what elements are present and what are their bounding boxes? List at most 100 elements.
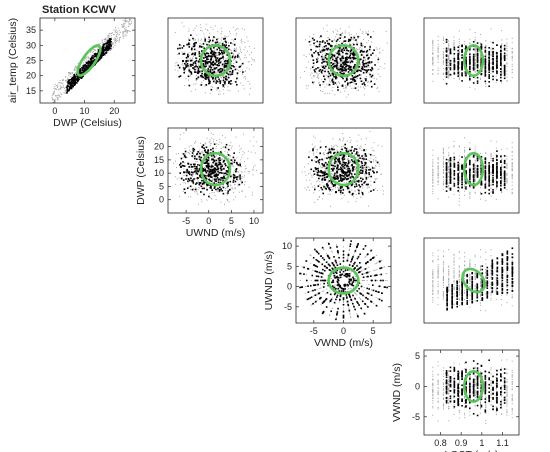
point-all	[241, 72, 243, 74]
point-all	[196, 190, 198, 192]
point-selected	[195, 172, 198, 174]
point-all	[57, 97, 59, 99]
point-all	[105, 37, 107, 39]
point-selected	[178, 44, 181, 46]
point-selected	[211, 158, 213, 161]
point-all	[208, 64, 210, 66]
point-selected	[319, 84, 321, 86]
point-all	[368, 191, 370, 193]
point-all	[51, 98, 53, 100]
point-all	[55, 88, 57, 90]
point-all	[365, 137, 367, 139]
point-all	[204, 85, 206, 87]
point-selected	[200, 185, 203, 188]
point-selected	[182, 179, 185, 181]
point-selected	[105, 46, 107, 49]
point-all	[343, 57, 345, 59]
point-all	[322, 91, 324, 93]
point-all	[74, 68, 76, 70]
point-all	[195, 178, 197, 180]
point-selected	[73, 81, 76, 84]
point-all	[241, 172, 243, 174]
point-all	[62, 82, 64, 84]
point-all	[329, 182, 331, 184]
y-tick-label: 25	[26, 56, 36, 66]
point-all	[224, 137, 226, 139]
point-selected	[233, 174, 236, 177]
point-selected	[68, 81, 71, 84]
point-selected	[361, 66, 364, 69]
point-all	[501, 50, 503, 52]
point-all	[195, 74, 197, 76]
point-all	[490, 73, 492, 75]
point-selected	[230, 52, 233, 54]
point-all	[363, 169, 365, 171]
point-selected	[476, 69, 479, 72]
point-selected	[224, 62, 226, 65]
point-selected	[239, 176, 241, 178]
point-all	[250, 151, 252, 153]
point-selected	[445, 62, 448, 64]
point-selected	[85, 66, 87, 69]
point-all	[207, 41, 209, 43]
point-selected	[484, 67, 487, 69]
point-all	[217, 54, 219, 56]
point-all	[485, 83, 487, 85]
point-all	[215, 160, 217, 162]
point-all	[501, 74, 503, 76]
point-selected	[197, 72, 199, 74]
point-all	[474, 54, 476, 56]
point-selected	[210, 49, 213, 52]
point-all	[330, 171, 332, 173]
point-selected	[239, 65, 242, 68]
point-selected	[206, 188, 208, 191]
point-all	[96, 46, 98, 48]
point-all	[369, 160, 371, 162]
point-selected	[207, 55, 210, 57]
point-all	[352, 42, 354, 44]
point-all	[376, 87, 378, 89]
point-all	[331, 46, 333, 48]
point-selected	[95, 53, 97, 55]
point-all	[243, 49, 245, 51]
point-selected	[195, 57, 197, 59]
point-all	[131, 13, 132, 14]
point-all	[58, 94, 60, 96]
point-selected	[484, 51, 487, 53]
point-all	[361, 44, 363, 46]
point-all	[65, 86, 67, 88]
point-selected	[208, 184, 210, 186]
point-all	[330, 81, 332, 83]
point-selected	[204, 75, 206, 78]
point-all	[212, 179, 214, 181]
point-all	[204, 68, 206, 70]
point-all	[225, 174, 227, 176]
point-all	[216, 54, 218, 56]
point-selected	[81, 76, 84, 78]
point-all	[227, 199, 229, 201]
point-all	[474, 40, 476, 42]
point-selected	[445, 72, 448, 75]
point-selected	[496, 65, 498, 68]
point-selected	[205, 170, 207, 173]
point-all	[204, 154, 206, 156]
point-selected	[445, 55, 448, 58]
point-all	[199, 62, 201, 64]
point-all	[458, 67, 460, 69]
point-all	[188, 38, 190, 40]
point-selected	[217, 157, 220, 160]
point-all	[126, 21, 128, 23]
point-all	[117, 40, 119, 42]
point-all	[67, 77, 69, 79]
point-all	[61, 82, 63, 84]
point-selected	[340, 50, 343, 53]
point-selected	[73, 73, 75, 76]
point-all	[242, 85, 244, 87]
point-all	[73, 72, 75, 74]
point-all	[124, 22, 126, 24]
point-selected	[461, 61, 463, 63]
point-selected	[461, 50, 463, 53]
point-all	[317, 149, 319, 151]
point-selected	[110, 45, 113, 47]
point-selected	[352, 76, 355, 79]
